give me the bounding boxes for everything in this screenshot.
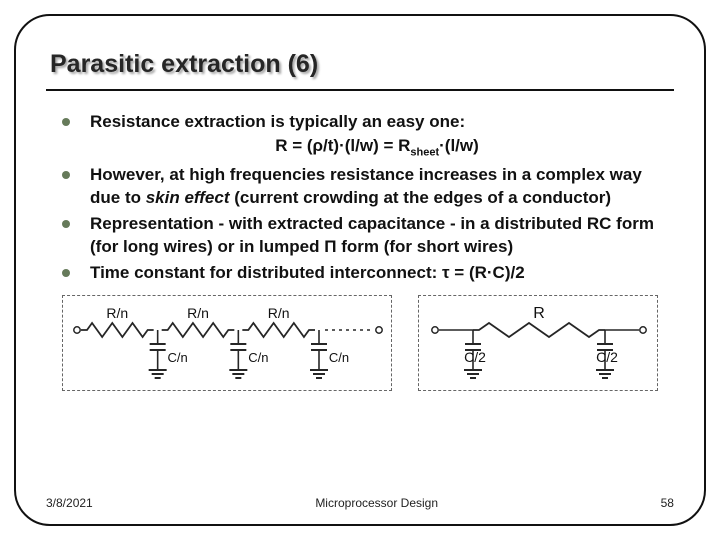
slide-title: Parasitic extraction (6) (46, 50, 674, 91)
svg-text:R/n: R/n (187, 305, 209, 321)
svg-text:C/2: C/2 (596, 349, 618, 365)
svg-text:C/n: C/n (248, 350, 268, 365)
bullet-1: Resistance extraction is typically an ea… (62, 111, 664, 160)
slide-frame: Parasitic extraction (6) Resistance extr… (14, 14, 706, 526)
footer: 3/8/2021 Microprocessor Design 58 (46, 496, 674, 510)
formula-tail: ·(l/w) (439, 136, 479, 155)
bullet-list: Resistance extraction is typically an ea… (46, 111, 674, 285)
diagram-row: R/n C/n R/n C/n R/n C/n R C/2 C/2 (46, 295, 674, 391)
bullet-2-italic: skin effect (146, 188, 230, 207)
formula-sub: sheet (410, 147, 439, 159)
formula: R = (ρ/t)·(l/w) = Rsheet·(l/w) (90, 135, 664, 160)
footer-center: Microprocessor Design (315, 496, 438, 510)
footer-page: 58 (661, 496, 674, 510)
distributed-rc-diagram: R/n C/n R/n C/n R/n C/n (62, 295, 392, 391)
formula-main: R = (ρ/t)·(l/w) = R (275, 136, 410, 155)
bullet-4: Time constant for distributed interconne… (62, 262, 664, 284)
slide: Parasitic extraction (6) Resistance extr… (0, 0, 720, 540)
svg-text:R: R (533, 305, 545, 322)
svg-text:C/2: C/2 (464, 349, 486, 365)
bullet-1-text: Resistance extraction is typically an ea… (90, 112, 465, 131)
bullet-3: Representation - with extracted capacita… (62, 213, 664, 258)
svg-text:C/n: C/n (329, 350, 349, 365)
svg-text:C/n: C/n (168, 350, 188, 365)
footer-date: 3/8/2021 (46, 496, 93, 510)
svg-text:R/n: R/n (106, 305, 128, 321)
svg-text:R/n: R/n (268, 305, 290, 321)
lumped-pi-diagram: R C/2 C/2 (418, 295, 658, 391)
bullet-2: However, at high frequencies resistance … (62, 164, 664, 209)
bullet-2b: (current crowding at the edges of a cond… (230, 188, 612, 207)
